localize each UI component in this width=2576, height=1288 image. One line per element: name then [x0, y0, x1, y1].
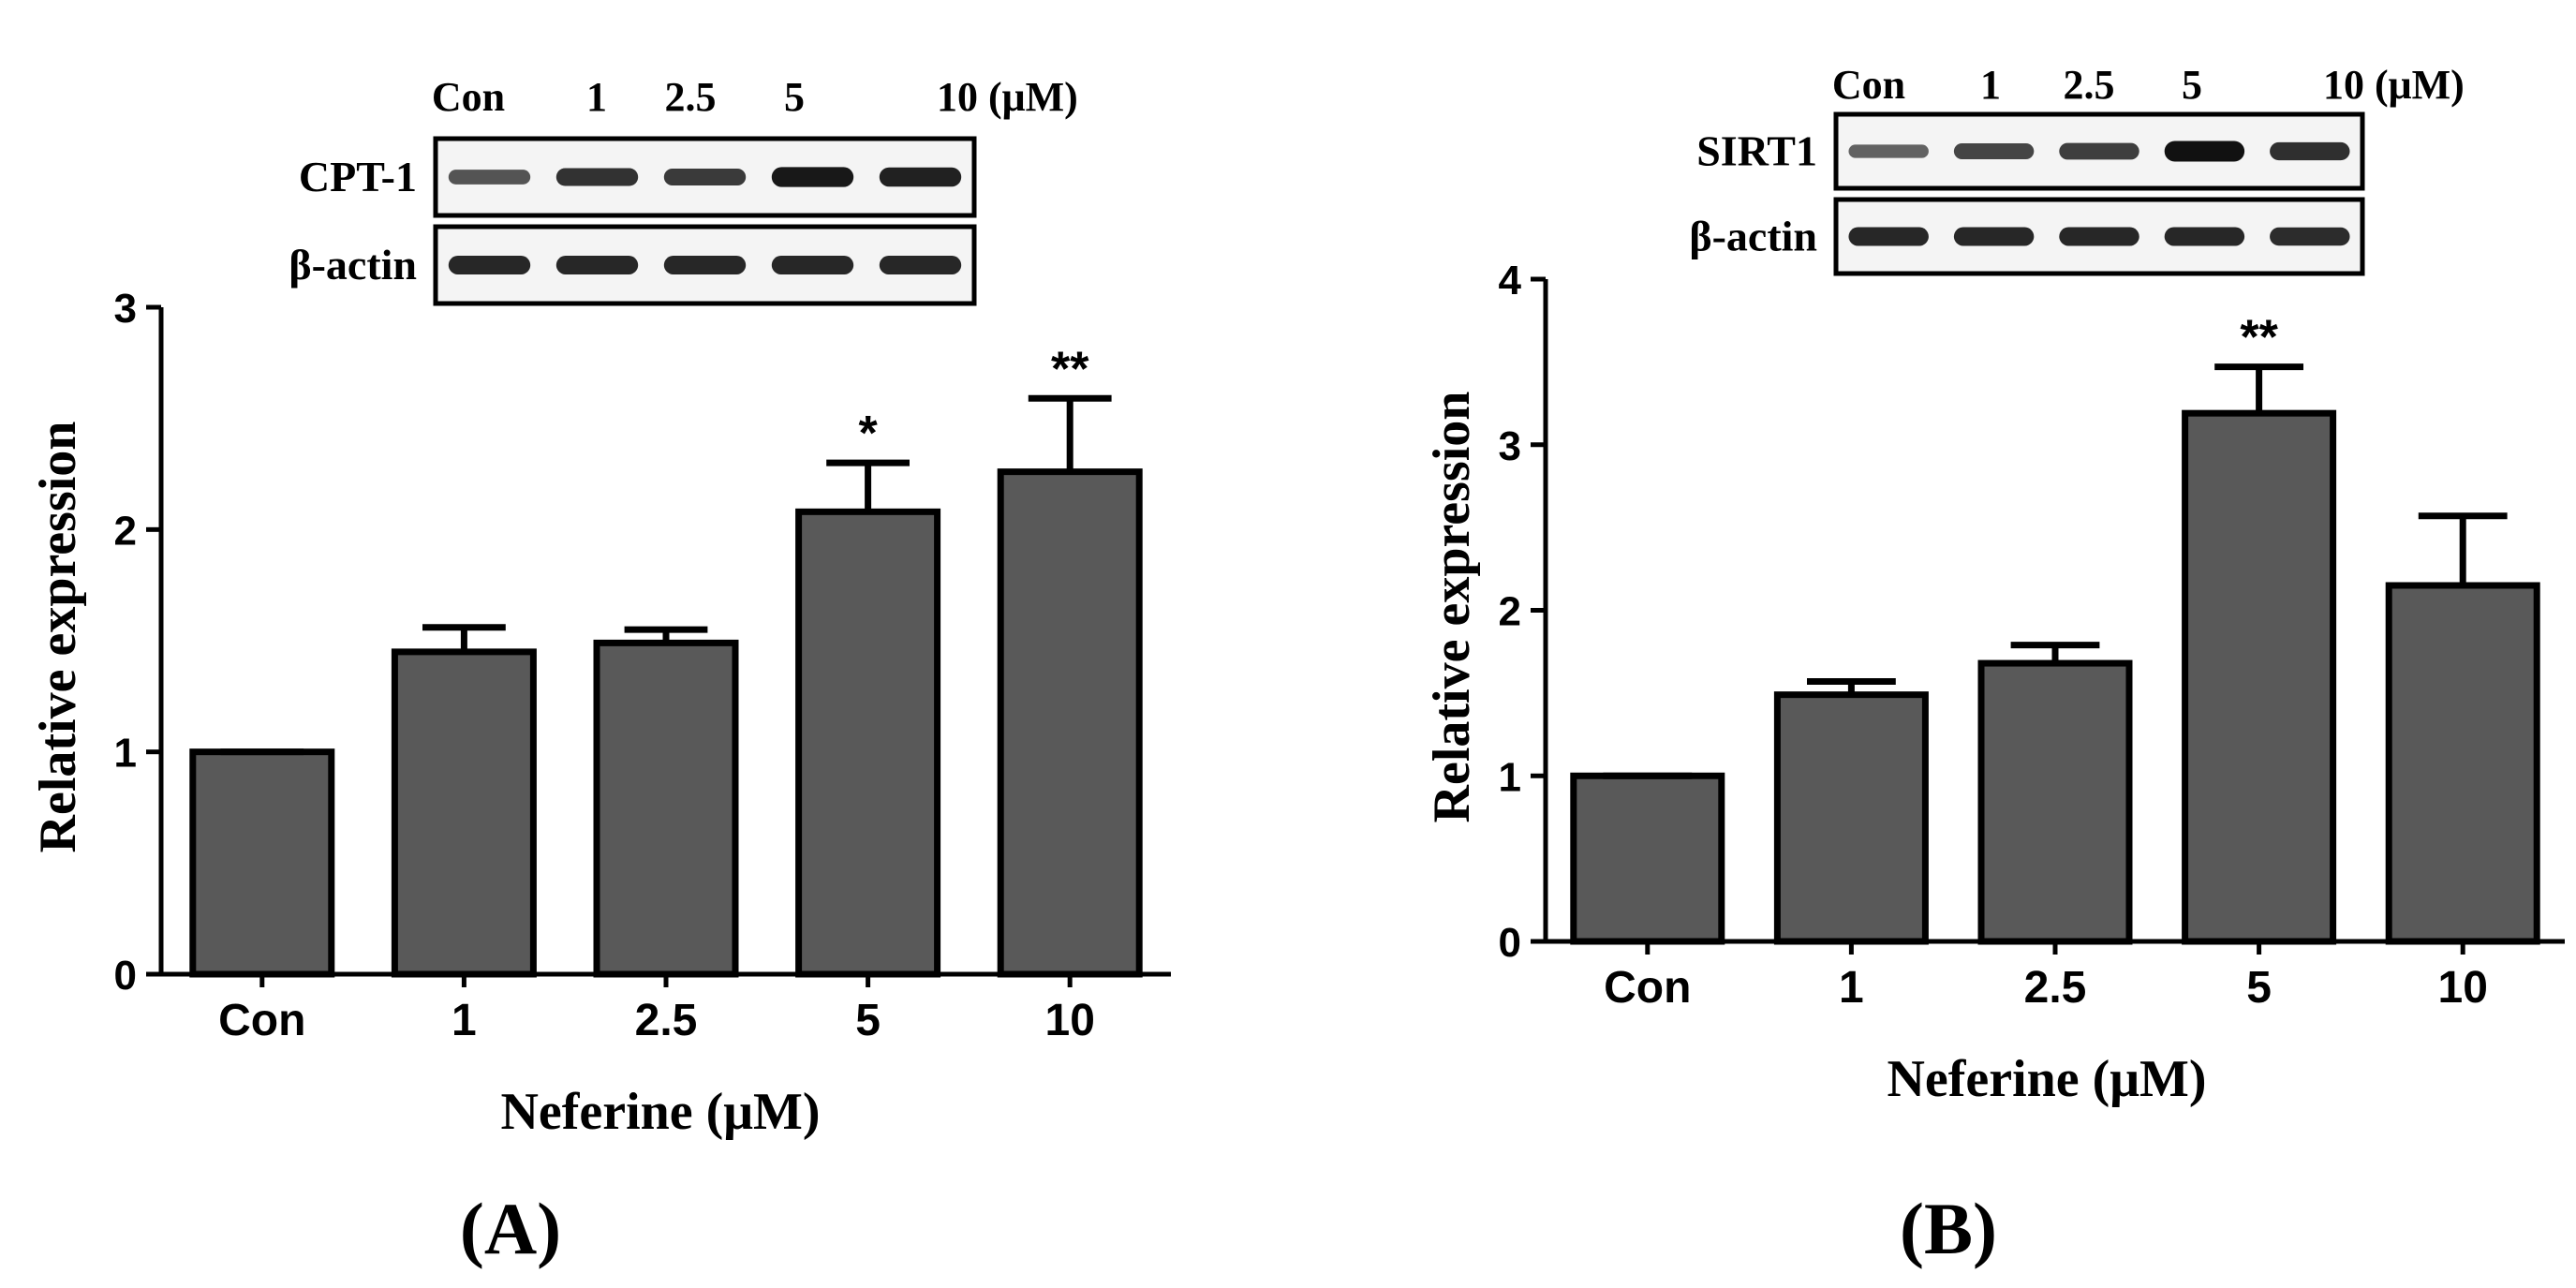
blot-lane-label: 1 — [1980, 62, 2001, 108]
bar — [1977, 659, 2133, 945]
blot-band — [448, 170, 531, 185]
x-tick-label: 2.5 — [2024, 963, 2087, 1013]
significance-mark: ** — [2240, 311, 2278, 365]
blot-band — [879, 167, 962, 187]
panel-b: Con 1 2.5 ** 5 10 0 1 2 3 4 Relative expression Nefe… — [1423, 62, 2565, 1269]
bar — [795, 508, 941, 978]
blot-lane-label: 2.5 — [665, 74, 717, 120]
x-axis-label: Neferine (μM) — [500, 1083, 820, 1141]
blot-band — [1848, 144, 1929, 158]
bar — [2182, 409, 2337, 945]
blot-row-label: β-actin — [289, 241, 417, 289]
blot-lane-label: 2.5 — [2064, 62, 2115, 108]
y-tick-label: 3 — [1499, 423, 1521, 469]
blot-lane-label: 5 — [784, 74, 805, 120]
y-tick-label: 1 — [1499, 754, 1521, 800]
bar — [997, 468, 1143, 978]
panel-a: Con 1 2.5 * 5 ** 10 0 1 2 3 Relative expression Nefe… — [29, 74, 1171, 1269]
blot-lane-label: 10 (μM) — [937, 74, 1078, 120]
blot-band — [771, 167, 854, 187]
blot-band — [555, 256, 639, 274]
blot-band — [555, 168, 639, 186]
x-tick-label: 5 — [2246, 963, 2272, 1013]
y-tick-label: 0 — [114, 953, 137, 999]
x-tick-label: 10 — [1045, 996, 1095, 1045]
blot-band — [663, 168, 747, 186]
blot-lane-label: 10 (μM) — [2323, 62, 2465, 108]
bar — [593, 639, 739, 978]
blot-lane-label: 5 — [2182, 62, 2202, 108]
x-tick-label: 1 — [452, 996, 477, 1045]
y-tick-label: 2 — [1499, 589, 1521, 635]
y-axis-label: Relative expression — [29, 422, 87, 853]
bar — [391, 648, 537, 978]
bar — [1570, 772, 1725, 945]
y-tick-label: 4 — [1499, 258, 1522, 303]
y-tick-label: 1 — [114, 731, 137, 777]
x-tick-label: 10 — [2438, 963, 2488, 1013]
bar — [1773, 691, 1929, 945]
blot-band — [2059, 227, 2139, 246]
blot-band — [448, 256, 531, 274]
blot-band — [2270, 141, 2350, 161]
blot-band — [2059, 142, 2139, 160]
panel-label: (A) — [460, 1188, 561, 1269]
blot-band — [879, 256, 962, 274]
blot-row-label: β-actin — [1689, 213, 1817, 260]
y-tick-label: 0 — [1499, 920, 1521, 966]
blot-band — [771, 256, 854, 274]
significance-mark: ** — [1051, 342, 1089, 396]
x-tick-label: 1 — [1839, 963, 1864, 1013]
y-tick-label: 2 — [114, 508, 137, 554]
blot-row-label: SIRT1 — [1696, 127, 1817, 175]
significance-mark: * — [858, 407, 878, 461]
blot-lane-label: Con — [1832, 62, 1905, 108]
blot-band — [2270, 227, 2350, 246]
blot-lane-label: 1 — [586, 74, 607, 120]
x-tick-label: Con — [1604, 963, 1691, 1013]
blot-row-label: CPT-1 — [299, 153, 417, 200]
blot-lane-label: Con — [432, 74, 505, 120]
blot-band — [1848, 227, 1929, 246]
x-tick-label: 5 — [855, 996, 881, 1045]
blot-band — [663, 256, 747, 274]
x-tick-label: Con — [218, 996, 305, 1045]
y-axis-label: Relative expression — [1423, 392, 1481, 823]
blot-band — [2164, 227, 2245, 246]
y-tick-label: 3 — [114, 286, 137, 332]
x-axis-label: Neferine (μM) — [1887, 1050, 2206, 1108]
panel-label: (B) — [1900, 1188, 1997, 1269]
blot-band — [1953, 142, 2035, 160]
bar — [189, 748, 335, 978]
blot-band — [2164, 141, 2245, 162]
bar — [2385, 582, 2540, 945]
blot-band — [1953, 227, 2035, 246]
x-tick-label: 2.5 — [635, 996, 698, 1045]
